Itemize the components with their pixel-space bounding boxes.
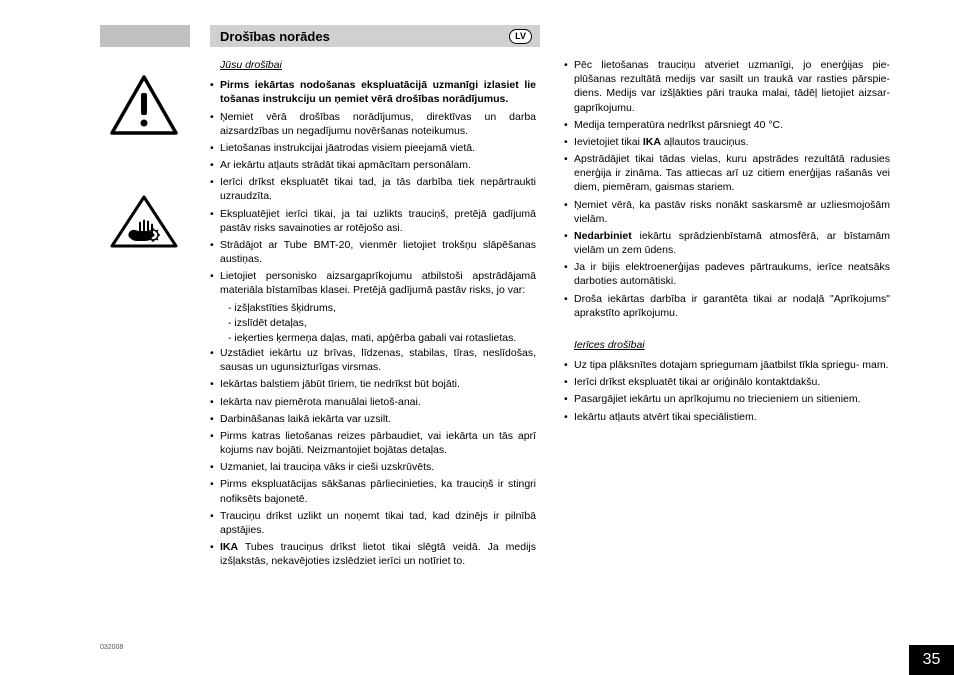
safety-list-cont: Pēc lietošanas trauciņu atveriet uzmanīg…	[564, 58, 890, 320]
column-left: Jūsu drošībai Pirms iekārtas nodošanas e…	[210, 58, 536, 572]
page-number: 35	[909, 645, 954, 675]
list-item: Ņemiet vērā drošības norādījumus, direkt…	[210, 110, 536, 138]
do-not-operate: Nedarbiniet	[574, 230, 632, 242]
side-tab	[100, 25, 190, 47]
section-title-device: Ierīces drošībai	[574, 338, 890, 352]
list-item: Ņemiet vērā, ka pastāv risks nonākt sask…	[564, 198, 890, 226]
ika-text: Tubes trauciņus drīkst lietot tikai slēg…	[220, 541, 536, 567]
list-item: Droša iekārtas darbība ir garantēta tika…	[564, 292, 890, 320]
language-badge: LV	[509, 29, 532, 44]
warning-triangle-icon	[108, 75, 180, 137]
list-item: Ar iekārtu atļauts strādāt tikai apmācīt…	[210, 158, 536, 172]
ika-brand: IKA	[220, 541, 238, 553]
list-item: Pēc lietošanas trauciņu atveriet uzmanīg…	[564, 58, 890, 115]
list-item: Nedarbiniet iekārtu sprādzienbīstamā atm…	[564, 229, 890, 257]
list-item: Darbināšanas laikā iekārta var uzsilt.	[210, 412, 536, 426]
list-item: Ierīci drīkst ekspluatēt tikai ar oriģin…	[564, 375, 890, 389]
list-item: Uzstādiet iekārtu uz brīvas, līdzenas, s…	[210, 346, 536, 374]
list-item: Uz tipa plāksnītes dotajam spriegumam jā…	[564, 358, 890, 372]
list-item: Iekārtu atļauts atvērt tikai speciālisti…	[564, 410, 890, 424]
sub-item: - ieķerties ķermeņa daļas, mati, apģērba…	[210, 331, 536, 345]
list-item: Pasargājiet iekārtu un aprīkojumu no tri…	[564, 392, 890, 406]
list-item: Ievietojiet tikai IKA aļlautos trauciņus…	[564, 135, 890, 149]
list-item: Apstrādājiet tikai tādas vielas, kuru ap…	[564, 152, 890, 195]
manual-page: Drošības norādes LV Jūsu drošībai Pirms …	[0, 0, 954, 675]
list-item: IKA Tubes trauciņus drīkst lietot tikai …	[210, 540, 536, 568]
ika-brand: IKA	[643, 136, 661, 148]
list-item: Lietojiet personisko aizsargaprīkojumu a…	[210, 269, 536, 297]
section-title-safety: Jūsu drošībai	[220, 58, 536, 72]
list-item: Iekārtas balstiem jābūt tīriem, tie nedr…	[210, 377, 536, 391]
list-item: Strādājot ar Tube BMT-20, vienmēr lietoj…	[210, 238, 536, 266]
list-item: Pirms ekspluatācijas sākšanas pārliecini…	[210, 477, 536, 505]
list-item: Uzmaniet, lai trauciņa vāks ir cieši uzs…	[210, 460, 536, 474]
list-item: Ekspluatējiet ierīci tikai, ja tai uzlik…	[210, 207, 536, 235]
list-item: Ierīci drīkst ekspluatēt tikai tad, ja t…	[210, 175, 536, 203]
sub-item: - izšļakstīties šķidrums,	[210, 301, 536, 315]
safety-list: Pirms iekārtas nodošanas ekspluatācijā u…	[210, 78, 536, 297]
list-item: Iekārta nav piemērota manuālai lietoš-an…	[210, 395, 536, 409]
list-item: Medija temperatūra nedrīkst pārsniegt 40…	[564, 118, 890, 132]
footer-code: 032008	[100, 644, 123, 651]
list-item: Pirms katras lietošanas reizes pārbaudie…	[210, 429, 536, 457]
sub-item: - izslīdēt detaļas,	[210, 316, 536, 330]
safety-list-2: Uzstādiet iekārtu uz brīvas, līdzenas, s…	[210, 346, 536, 568]
column-right: Pēc lietošanas trauciņu atveriet uzmanīg…	[564, 58, 890, 572]
list-item: Trauciņu drīkst uzlikt un noņemt tikai t…	[210, 509, 536, 537]
list-item: Lietošanas instrukcijai jāatrodas visiem…	[210, 141, 536, 155]
device-safety-list: Uz tipa plāksnītes dotajam spriegumam jā…	[564, 358, 890, 424]
list-item: Ja ir bijis elektroenerģijas padeves pār…	[564, 260, 890, 288]
content-area: Jūsu drošībai Pirms iekārtas nodošanas e…	[210, 58, 890, 572]
list-item: Pirms iekārtas nodošanas ekspluatācijā u…	[210, 78, 536, 106]
hand-gear-warning-icon	[108, 195, 180, 250]
page-title: Drošības norādes	[220, 29, 330, 44]
header-bar: Drošības norādes LV	[210, 25, 540, 47]
